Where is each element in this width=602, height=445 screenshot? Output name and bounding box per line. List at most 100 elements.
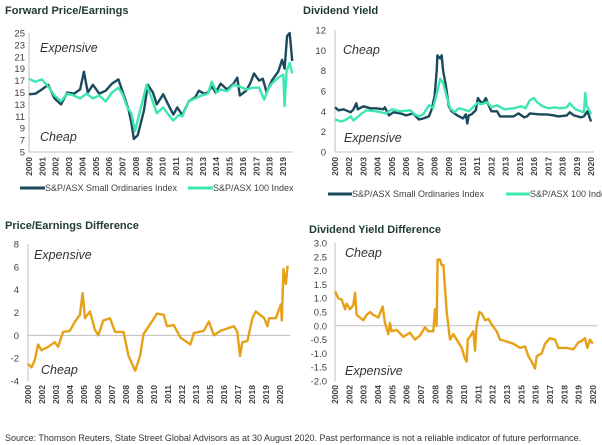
x-tick-label: 2000 xyxy=(24,157,34,176)
x-tick-label: 2019 xyxy=(574,385,584,404)
y-tick-label: 7 xyxy=(20,136,25,147)
chart-2: 0 2 4 6 8 10 12 2000 2002 2003 2004 2005 2006 2007 200… xyxy=(315,26,596,176)
annotation-expensive: Expensive xyxy=(344,131,402,145)
series-line-s-p-asx-100-index xyxy=(334,77,593,123)
series-line-s-p-asx-small-ordinaries-index xyxy=(334,54,593,125)
x-tick-label: 2004 xyxy=(373,385,383,404)
x-tick-label: 2008 xyxy=(131,157,141,176)
x-tick-label: 2016 xyxy=(531,385,541,404)
x-tick-label: 2009 xyxy=(444,157,454,176)
y-tick-label: -1.5 xyxy=(311,363,327,374)
chart-title-dy-difference: Dividend Yield Difference xyxy=(309,224,441,236)
x-tick-label: 2017 xyxy=(543,157,553,176)
y-tick-label: -2.0 xyxy=(311,377,327,388)
y-tick-label: -0.5 xyxy=(311,335,327,346)
x-tick-label: 2011 xyxy=(163,385,173,404)
x-tick-label: 2003 xyxy=(358,157,368,176)
x-tick-label: 2017 xyxy=(545,385,555,404)
y-tick-label: 13 xyxy=(14,100,25,111)
annotation-cheap: Cheap xyxy=(345,246,382,260)
legend-dividend-yield: S&P/ASX Small Ordinaries Index S&P/ASX 1… xyxy=(328,189,602,199)
series-line-s-p-asx-100-index xyxy=(28,61,294,133)
x-tick-label: 2020 xyxy=(586,157,596,176)
x-tick-label: 2008 xyxy=(121,385,131,404)
x-tick-label: 2004 xyxy=(77,157,87,176)
y-tick-label: 0 xyxy=(321,148,326,159)
x-tick-label: 2013 xyxy=(501,157,511,176)
x-tick-label: 2005 xyxy=(91,157,101,176)
x-tick-label: 2013 xyxy=(198,157,208,176)
x-tick-label: 2013 xyxy=(502,385,512,404)
y-tick-label: 2 xyxy=(14,308,19,319)
y-tick-label: 2.0 xyxy=(314,266,327,277)
x-tick-label: 2002 xyxy=(344,385,354,404)
x-tick-label: 2018 xyxy=(559,385,569,404)
y-tick-label: 2 xyxy=(321,127,326,138)
y-tick-label: 23 xyxy=(14,40,25,51)
chart-title-pe-difference: Price/Earnings Difference xyxy=(5,220,139,232)
legend-label-small-ords: S&P/ASX Small Ordinaries Index xyxy=(45,183,178,193)
x-tick-label: 2000 xyxy=(23,385,33,404)
legend-label-asx100: S&P/ASX 100 Index xyxy=(213,183,294,193)
x-tick-label: 2006 xyxy=(402,385,412,404)
x-tick-label: 2003 xyxy=(64,157,74,176)
x-tick-label: 2015 xyxy=(515,157,525,176)
series-line-difference xyxy=(27,265,289,372)
x-tick-label: 2009 xyxy=(135,385,145,404)
x-tick-label: 2009 xyxy=(144,157,154,176)
legend-label-asx100: S&P/ASX 100 Index xyxy=(530,189,602,199)
x-tick-label: 2007 xyxy=(415,157,425,176)
annotation-cheap: Cheap xyxy=(343,43,380,57)
chart-4: -2.0 -1.5 -1.0 -0.5 0.0 0.5 1.0 1.5 2.0 2.5 3.0 200… xyxy=(311,239,598,404)
x-tick-label: 2000 xyxy=(330,157,340,176)
x-tick-label: 2006 xyxy=(104,157,114,176)
chart-3: -4 -2 0 2 4 6 8 2000 2002 2003 2004 2005 2006 2007 200… xyxy=(11,240,290,404)
y-tick-label: 0.0 xyxy=(314,321,327,332)
x-tick-label: 2007 xyxy=(416,385,426,404)
annotation-cheap: Cheap xyxy=(40,130,77,144)
x-tick-label: 2017 xyxy=(251,157,261,176)
x-tick-label: 2002 xyxy=(51,157,61,176)
x-tick-label: 2015 xyxy=(516,385,526,404)
y-tick-label: -2 xyxy=(11,354,19,365)
y-tick-label: 1.0 xyxy=(314,294,327,305)
x-tick-label: 2005 xyxy=(387,385,397,404)
x-tick-label: 2018 xyxy=(247,385,257,404)
x-tick-label: 2013 xyxy=(191,385,201,404)
x-tick-label: 2019 xyxy=(572,157,582,176)
x-tick-label: 2008 xyxy=(430,157,440,176)
x-tick-label: 2005 xyxy=(387,157,397,176)
legend-forward-pe: S&P/ASX Small Ordinaries Index S&P/ASX 1… xyxy=(20,183,294,193)
y-tick-label: -1.0 xyxy=(311,349,327,360)
y-tick-label: 25 xyxy=(14,29,25,40)
annotation-cheap: Cheap xyxy=(41,363,78,377)
y-tick-label: 4 xyxy=(321,107,326,118)
x-tick-label: 2010 xyxy=(458,157,468,176)
x-tick-label: 2012 xyxy=(184,157,194,176)
chart-title-forward-pe: Forward Price/Earnings xyxy=(5,5,128,17)
x-tick-label: 2014 xyxy=(211,157,221,176)
x-tick-label: 2011 xyxy=(171,157,181,176)
x-tick-label: 2012 xyxy=(486,157,496,176)
x-tick-label: 2016 xyxy=(219,385,229,404)
x-tick-label: 2007 xyxy=(107,385,117,404)
x-tick-label: 2016 xyxy=(529,157,539,176)
legend-label-small-ords: S&P/ASX Small Ordinaries Index xyxy=(352,189,485,199)
x-tick-label: 2005 xyxy=(79,385,89,404)
series-line-s-p-asx-small-ordinaries-index xyxy=(28,31,294,141)
x-tick-label: 2020 xyxy=(588,385,598,404)
y-tick-label: 2.5 xyxy=(314,252,327,263)
y-tick-label: 0.5 xyxy=(314,308,327,319)
x-tick-label: 2010 xyxy=(158,157,168,176)
y-tick-label: 19 xyxy=(14,64,25,75)
x-tick-label: 2000 xyxy=(330,385,340,404)
y-tick-label: 15 xyxy=(14,88,25,99)
y-tick-label: 6 xyxy=(14,262,19,273)
x-tick-label: 2009 xyxy=(445,385,455,404)
x-tick-label: 2010 xyxy=(459,385,469,404)
x-tick-label: 2012 xyxy=(177,385,187,404)
x-tick-label: 2002 xyxy=(344,157,354,176)
x-tick-label: 2012 xyxy=(488,385,498,404)
x-tick-label: 2003 xyxy=(359,385,369,404)
x-tick-label: 2020 xyxy=(275,385,285,404)
